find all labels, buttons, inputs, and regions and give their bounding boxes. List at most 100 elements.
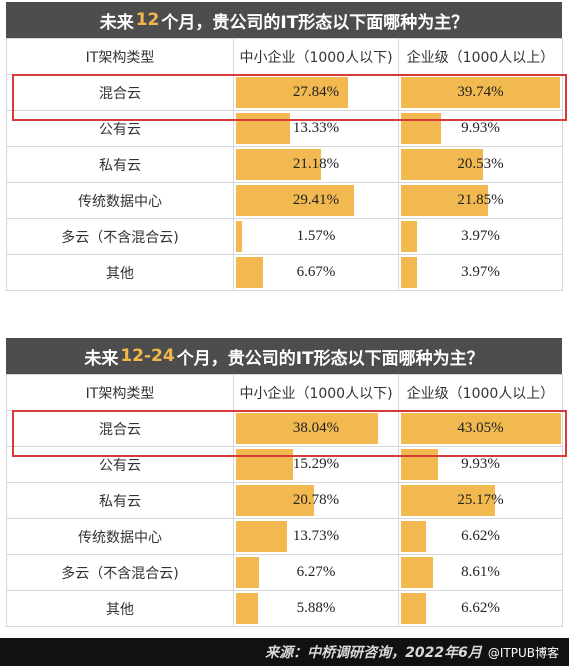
bar <box>401 593 426 624</box>
data-label: 29.41% <box>292 192 340 208</box>
data-label: 13.33% <box>292 120 340 136</box>
table-row: 公有云 15.29% 9.93% <box>6 446 563 483</box>
bar <box>236 521 287 552</box>
title-highlight: 12-24 <box>120 346 175 366</box>
data-label: 43.05% <box>457 420 504 436</box>
category-label: 传统数据中心 <box>6 518 234 555</box>
title-text: 未来 <box>84 348 119 369</box>
source-text: 来源：中桥调研咨询，2022年6月 <box>265 645 482 661</box>
category-label: 混合云 <box>6 74 234 111</box>
category-label: 传统数据中心 <box>6 182 234 219</box>
header-category: IT架构类型 <box>6 38 234 75</box>
sme-cell: 20.78% <box>233 482 399 519</box>
table-row: 其他 5.88% 6.62% <box>6 590 563 627</box>
panel-title: 未来 12-24 个月，贵公司的IT形态以下面哪种为主？ <box>6 338 562 374</box>
data-label: 6.62% <box>461 600 500 616</box>
bar <box>236 149 321 180</box>
bar <box>236 413 378 444</box>
table-row: 公有云 13.33% 9.93% <box>6 110 563 147</box>
category-label: 其他 <box>6 254 234 291</box>
data-table: IT架构类型 中小企业（1000人以下) 企业级（1000人以上） 混合云 27.… <box>6 38 563 291</box>
bar <box>401 185 488 216</box>
category-label: 多云（不含混合云) <box>6 218 234 255</box>
category-label: 私有云 <box>6 482 234 519</box>
data-label: 6.62% <box>461 528 500 544</box>
sme-cell: 38.04% <box>233 410 399 447</box>
bar <box>401 449 438 480</box>
enterprise-cell: 8.61% <box>398 554 563 591</box>
title-text: 未来 <box>99 12 134 33</box>
data-label: 15.29% <box>292 456 340 472</box>
enterprise-cell: 3.97% <box>398 218 563 255</box>
header-enterprise: 企业级（1000人以上） <box>398 38 563 75</box>
enterprise-cell: 9.93% <box>398 110 563 147</box>
bar <box>401 557 433 588</box>
data-label: 39.74% <box>457 84 504 100</box>
header-sme: 中小企业（1000人以下) <box>233 374 399 411</box>
header-enterprise: 企业级（1000人以上） <box>398 374 563 411</box>
data-label: 13.73% <box>292 528 340 544</box>
header-category: IT架构类型 <box>6 374 234 411</box>
bar <box>401 413 561 444</box>
bar <box>236 113 290 144</box>
table-row: 其他 6.67% 3.97% <box>6 254 563 291</box>
source-footer: 来源：中桥调研咨询，2022年6月 @ITPUB博客 <box>0 638 569 666</box>
bar <box>236 257 263 288</box>
table-row: 混合云 27.84% 39.74% <box>6 74 563 111</box>
bar <box>236 485 314 516</box>
table-row: 多云（不含混合云) 6.27% 8.61% <box>6 554 563 591</box>
data-label: 8.61% <box>461 564 500 580</box>
data-label: 6.27% <box>296 564 336 580</box>
enterprise-cell: 9.93% <box>398 446 563 483</box>
sme-cell: 1.57% <box>233 218 399 255</box>
enterprise-cell: 25.17% <box>398 482 563 519</box>
panel-12-months: 未来 12 个月，贵公司的IT形态以下面哪种为主？ IT架构类型 中小企业（1000… <box>6 2 563 291</box>
sme-cell: 6.67% <box>233 254 399 291</box>
category-label: 公有云 <box>6 446 234 483</box>
bar <box>236 185 354 216</box>
table-row: 多云（不含混合云) 1.57% 3.97% <box>6 218 563 255</box>
table-row: 私有云 21.18% 20.53% <box>6 146 563 183</box>
sme-cell: 27.84% <box>233 74 399 111</box>
header-sme: 中小企业（1000人以下) <box>233 38 399 75</box>
sme-cell: 5.88% <box>233 590 399 627</box>
title-text: 个月，贵公司的IT形态以下面哪种为主？ <box>176 348 484 369</box>
sme-cell: 6.27% <box>233 554 399 591</box>
sme-cell: 13.73% <box>233 518 399 555</box>
category-label: 混合云 <box>6 410 234 447</box>
data-label: 3.97% <box>461 228 500 244</box>
bar <box>401 113 441 144</box>
header-row: IT架构类型 中小企业（1000人以下) 企业级（1000人以上） <box>6 38 563 75</box>
data-label: 5.88% <box>296 600 336 616</box>
category-label: 公有云 <box>6 110 234 147</box>
sme-cell: 13.33% <box>233 110 399 147</box>
table-row: 混合云 38.04% 43.05% <box>6 410 563 447</box>
header-row: IT架构类型 中小企业（1000人以下) 企业级（1000人以上） <box>6 374 563 411</box>
category-label: 私有云 <box>6 146 234 183</box>
enterprise-cell: 6.62% <box>398 518 563 555</box>
data-label: 21.85% <box>457 192 504 208</box>
data-label: 3.97% <box>461 264 500 280</box>
data-label: 20.53% <box>457 156 504 172</box>
bar <box>236 593 258 624</box>
title-highlight: 12 <box>135 10 160 30</box>
panel-12-24-months: 未来 12-24 个月，贵公司的IT形态以下面哪种为主？ IT架构类型 中小企业（1… <box>6 338 563 627</box>
table-row: 私有云 20.78% 25.17% <box>6 482 563 519</box>
sme-cell: 29.41% <box>233 182 399 219</box>
data-label: 25.17% <box>457 492 504 508</box>
bar <box>236 77 348 108</box>
data-label: 20.78% <box>292 492 340 508</box>
data-label: 6.67% <box>296 264 336 280</box>
watermark: @ITPUB博客 <box>487 645 559 660</box>
panel-title: 未来 12 个月，贵公司的IT形态以下面哪种为主？ <box>6 2 562 38</box>
sme-cell: 15.29% <box>233 446 399 483</box>
bar <box>401 521 426 552</box>
table-row: 传统数据中心 29.41% 21.85% <box>6 182 563 219</box>
data-label: 38.04% <box>292 420 340 436</box>
bar <box>236 221 242 252</box>
bar <box>236 449 293 480</box>
bar <box>401 77 560 108</box>
data-label: 27.84% <box>292 84 340 100</box>
enterprise-cell: 21.85% <box>398 182 563 219</box>
data-label: 1.57% <box>296 228 336 244</box>
